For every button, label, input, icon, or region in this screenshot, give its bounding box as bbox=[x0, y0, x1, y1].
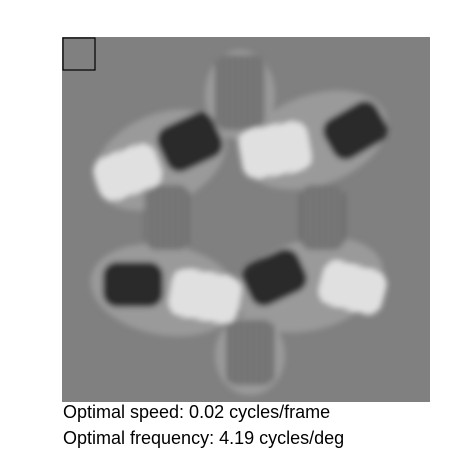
aperture-box bbox=[62, 37, 96, 71]
speed-caption: Optimal speed: 0.02 cycles/frame bbox=[63, 402, 331, 422]
texture-blobs bbox=[90, 50, 388, 395]
frequency-caption: Optimal frequency: 4.19 cycles/deg bbox=[63, 428, 345, 448]
